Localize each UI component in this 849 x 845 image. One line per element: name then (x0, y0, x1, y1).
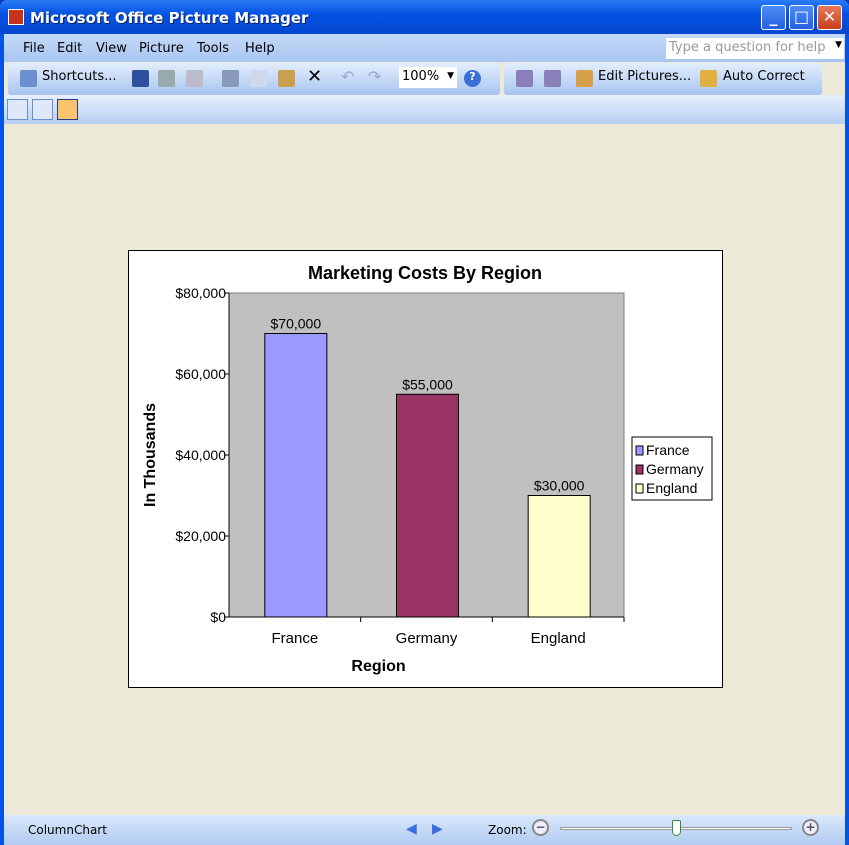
menu-file[interactable]: File (23, 41, 45, 56)
zoom-slider-thumb[interactable] (672, 820, 681, 836)
chart-picture: Marketing Costs By Region $0 $20,000 $40,00… (128, 250, 723, 688)
minimize-button[interactable]: _ (761, 5, 786, 30)
paste-icon[interactable] (278, 70, 295, 87)
data-label: $70,000 (271, 316, 322, 332)
thumbnail-view-button[interactable] (7, 99, 28, 120)
view-toolbar (4, 95, 845, 124)
x-tick-label: England (531, 630, 586, 647)
edit-pictures-button[interactable]: Edit Pictures... (598, 69, 692, 84)
copy-icon[interactable] (250, 70, 267, 87)
y-tick-label: $0 (210, 609, 226, 625)
bar-germany (396, 393, 459, 618)
help-search-input[interactable]: Type a question for help ▼ (666, 38, 844, 59)
zoom-select[interactable]: 100% ▼ (399, 67, 457, 88)
y-tick-label: $40,000 (175, 447, 226, 463)
x-tick-label: Germany (396, 630, 458, 647)
chevron-down-icon[interactable]: ▼ (835, 40, 842, 50)
menu-bar: File Edit View Picture Tools Help Type a… (4, 34, 845, 62)
redo-icon[interactable]: ↷ (368, 67, 382, 86)
legend (631, 436, 713, 501)
y-tick-label: $60,000 (175, 366, 226, 382)
window-title: Microsoft Office Picture Manager (30, 9, 309, 27)
maximize-button[interactable]: □ (789, 5, 814, 30)
shortcuts-icon (20, 70, 37, 87)
zoom-in-icon[interactable]: + (802, 819, 819, 836)
chart-title: Marketing Costs By Region (308, 263, 542, 283)
y-tick-label: $80,000 (175, 285, 226, 301)
bar-england (527, 495, 591, 618)
legend-label: Germany (646, 461, 704, 477)
print-icon[interactable] (158, 70, 175, 87)
file-name: ColumnChart (28, 823, 107, 837)
picture-view-area: Marketing Costs By Region $0 $20,000 $40,00… (4, 124, 845, 815)
zoom-value: 100% (402, 69, 440, 84)
help-placeholder: Type a question for help (669, 40, 826, 55)
y-tick-label: $20,000 (175, 528, 226, 544)
rotate-right-icon[interactable] (544, 70, 561, 87)
y-axis-title: In Thousands (142, 403, 159, 507)
menu-picture[interactable]: Picture (139, 41, 184, 56)
shortcuts-button[interactable]: Shortcuts... (42, 69, 117, 84)
undo-icon[interactable]: ↶ (341, 67, 355, 86)
help-icon[interactable]: ? (464, 70, 481, 87)
data-label: $55,000 (402, 376, 453, 392)
auto-correct-icon (700, 70, 717, 87)
column-chart: Marketing Costs By Region $0 $20,000 $40,00… (142, 263, 713, 675)
legend-swatch (635, 445, 644, 456)
picture-toolbar: Edit Pictures... Auto Correct (504, 63, 822, 95)
filmstrip-view-button[interactable] (32, 99, 53, 120)
zoom-label: Zoom: (488, 823, 527, 837)
close-button[interactable]: ✕ (817, 5, 842, 30)
delete-icon[interactable]: ✕ (307, 66, 323, 87)
edit-pictures-icon (576, 70, 593, 87)
email-icon[interactable] (186, 70, 203, 87)
status-bar: ColumnChart ◀ ▶ Zoom: − + (4, 815, 845, 845)
cut-icon[interactable] (222, 70, 239, 87)
x-tick-label: France (271, 630, 318, 647)
chevron-down-icon[interactable]: ▼ (447, 71, 454, 81)
menu-tools[interactable]: Tools (197, 41, 230, 56)
previous-picture-icon[interactable]: ◀ (406, 821, 417, 837)
legend-label: France (646, 442, 690, 458)
rotate-left-icon[interactable] (516, 70, 533, 87)
title-bar: Microsoft Office Picture Manager _ □ ✕ (0, 0, 849, 34)
legend-label: England (646, 480, 697, 496)
bar-france (264, 333, 328, 618)
x-axis-title: Region (351, 658, 405, 675)
next-picture-icon[interactable]: ▶ (432, 821, 443, 837)
legend-swatch (635, 464, 644, 475)
standard-toolbar: Shortcuts... ✕ ↶ ↷ 100% ▼ ? (8, 63, 500, 95)
menu-view[interactable]: View (96, 41, 127, 56)
client-area: File Edit View Picture Tools Help Type a… (4, 34, 845, 845)
menu-help[interactable]: Help (245, 41, 275, 56)
zoom-out-icon[interactable]: − (532, 819, 549, 836)
data-label: $30,000 (534, 478, 585, 494)
save-icon[interactable] (132, 70, 149, 87)
menu-edit[interactable]: Edit (57, 41, 83, 56)
legend-swatch (635, 483, 644, 494)
picture-manager-icon (8, 9, 24, 25)
single-picture-view-button[interactable] (57, 99, 78, 120)
auto-correct-button[interactable]: Auto Correct (723, 69, 805, 84)
